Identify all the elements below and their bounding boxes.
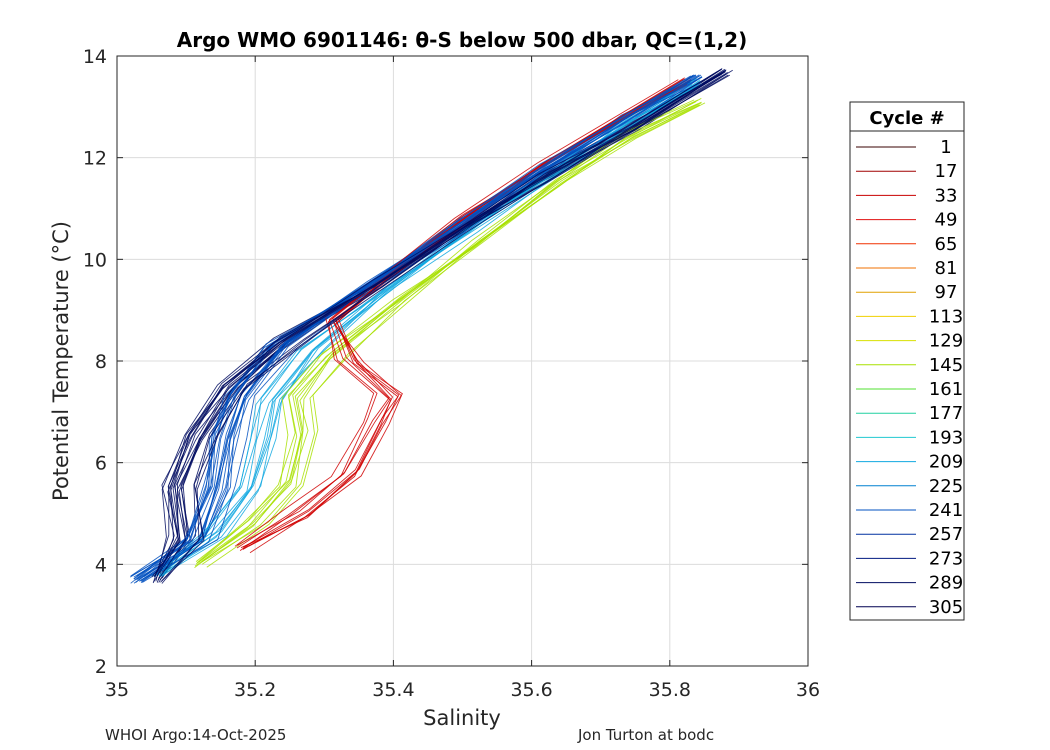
axis-ticks: 35 35.2 35.4 35.6 35.8 36 2 4 6 8 10 12 14 bbox=[83, 46, 820, 701]
x-tick-label: 35.6 bbox=[510, 679, 552, 701]
legend-label: 97 bbox=[935, 282, 958, 303]
y-axis-label: Potential Temperature (°C) bbox=[49, 221, 73, 501]
legend-label: 129 bbox=[929, 331, 963, 352]
legend-label: 225 bbox=[929, 476, 963, 497]
legend-label: 209 bbox=[929, 452, 963, 473]
profile-line bbox=[159, 72, 728, 578]
profile-line bbox=[159, 80, 700, 577]
legend-label: 1 bbox=[940, 137, 951, 158]
profile-line bbox=[239, 78, 684, 551]
y-tick-label: 10 bbox=[83, 249, 107, 271]
legend-label: 145 bbox=[929, 355, 963, 376]
x-axis-label: Salinity bbox=[423, 706, 501, 730]
footer-author: Jon Turton at bodc bbox=[578, 726, 715, 744]
profile-line bbox=[154, 68, 723, 577]
profile-line bbox=[161, 74, 729, 582]
legend-label: 193 bbox=[929, 427, 963, 448]
legend-label: 241 bbox=[929, 500, 963, 521]
profile-line bbox=[152, 72, 722, 584]
y-tick-label: 4 bbox=[95, 554, 107, 576]
legend-label: 177 bbox=[929, 403, 963, 424]
y-tick-label: 8 bbox=[95, 351, 107, 373]
legend-label: 161 bbox=[929, 379, 963, 400]
y-tick-label: 14 bbox=[83, 46, 107, 68]
profile-line bbox=[194, 104, 701, 567]
x-tick-label: 35.2 bbox=[234, 679, 276, 701]
legend: Cycle # 1 17 33 49 65 81 97 113 129 145 161 177 193 2… bbox=[849, 101, 965, 621]
profile-line bbox=[198, 99, 699, 563]
legend-label: 17 bbox=[935, 161, 958, 182]
x-tick-label: 35.8 bbox=[649, 679, 691, 701]
legend-label: 289 bbox=[929, 573, 963, 594]
legend-label: 273 bbox=[929, 548, 963, 569]
legend-entries: 1 17 33 49 65 81 97 113 129 145 161 177 193 209 225 241… bbox=[856, 137, 963, 618]
footer-source: WHOI Argo:14-Oct-2025 bbox=[105, 726, 287, 744]
profile-line bbox=[201, 101, 702, 565]
x-tick-label: 35 bbox=[105, 679, 129, 701]
legend-box bbox=[849, 101, 965, 621]
y-tick-label: 6 bbox=[95, 453, 107, 475]
chart-title: Argo WMO 6901146: θ-S below 500 dbar, QC… bbox=[177, 28, 747, 52]
profile-line bbox=[196, 99, 695, 564]
profile-line bbox=[133, 75, 694, 580]
legend-label: 113 bbox=[929, 306, 963, 327]
profile-line bbox=[133, 79, 692, 580]
legend-label: 81 bbox=[935, 258, 958, 279]
profile-lines bbox=[129, 68, 733, 584]
profile-line bbox=[234, 79, 679, 547]
grid-lines bbox=[117, 56, 808, 666]
legend-label: 49 bbox=[935, 210, 958, 231]
legend-label: 305 bbox=[929, 597, 963, 618]
y-tick-label: 12 bbox=[83, 148, 107, 170]
x-tick-label: 35.4 bbox=[372, 679, 414, 701]
profile-line bbox=[151, 84, 693, 577]
profile-line bbox=[140, 74, 702, 583]
profile-line bbox=[133, 74, 700, 584]
legend-title: Cycle # bbox=[869, 108, 944, 129]
y-tick-label: 2 bbox=[95, 656, 107, 678]
legend-label: 65 bbox=[935, 234, 958, 255]
profile-line bbox=[142, 76, 703, 583]
x-tick-label: 36 bbox=[796, 679, 820, 701]
legend-label: 257 bbox=[929, 524, 963, 545]
profile-line bbox=[194, 101, 697, 569]
profile-line bbox=[140, 82, 701, 582]
legend-label: 33 bbox=[935, 185, 958, 206]
